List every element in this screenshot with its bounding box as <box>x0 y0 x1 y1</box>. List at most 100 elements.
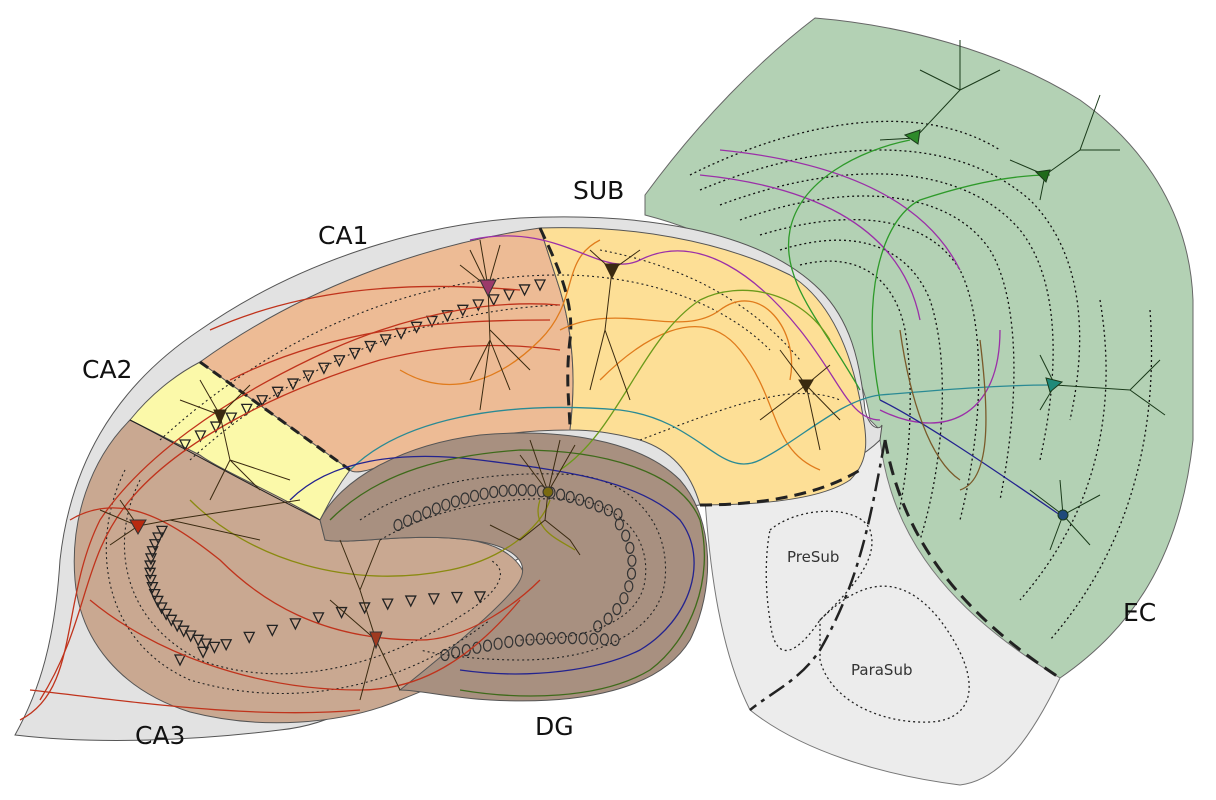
granule-cell-mark <box>479 487 489 500</box>
pyramidal-cell-mark <box>379 334 392 347</box>
pyramidal-cell-mark <box>240 403 253 416</box>
dg-region <box>319 432 709 702</box>
ec-stellate-cell-2-icon <box>1009 94 1120 201</box>
strata-lines <box>105 249 841 695</box>
pyramidal-cell-mark <box>173 654 187 667</box>
ec-deep-cell-icon <box>1029 479 1101 551</box>
granule-cell-mark <box>504 635 514 649</box>
granule-cell-mark <box>482 639 493 652</box>
pyramidal-cell-mark <box>220 639 233 652</box>
granule-cell-mark <box>625 541 635 555</box>
pyramidal-cell-mark <box>148 539 162 552</box>
granule-cell-mark <box>450 495 460 508</box>
ca1-pyramidal-neuron-icon <box>459 239 531 411</box>
pyramidal-cell-mark <box>333 355 346 368</box>
pyramidal-cell-mark <box>256 395 269 408</box>
pyramidal-cell-mark <box>348 347 361 360</box>
granule-cell-mark <box>603 504 614 517</box>
pyramidal-cell-mark <box>146 581 159 595</box>
pyramidal-cell-mark <box>381 598 394 611</box>
pyramidal-cell-mark <box>302 370 315 383</box>
pyramidal-cell-mark <box>152 532 165 545</box>
pyramidal-cell-mark <box>404 595 417 608</box>
ec-stellate-cell-icon <box>879 40 1001 145</box>
dg-granule-cell-icon <box>489 439 581 556</box>
granule-cell-mark <box>441 498 451 511</box>
label-ec: EC <box>1123 598 1156 627</box>
pyramidal-cell-mark <box>225 412 238 425</box>
pyramidal-cell-mark <box>155 602 168 615</box>
pyramidal-cell-mark <box>289 618 302 631</box>
granule-cell-mark <box>599 633 610 646</box>
pyramidal-cell-mark <box>144 574 157 587</box>
pyramidal-cell-mark <box>518 284 531 297</box>
granule-cell-mark <box>603 612 613 625</box>
granule-cell-mark <box>610 633 620 647</box>
granule-cell-mark <box>527 484 537 497</box>
pyramidal-cell-mark <box>160 608 173 621</box>
pyramidal-cell-mark <box>427 593 440 606</box>
pyramidal-cell-mark <box>208 641 221 654</box>
granule-cell-mark <box>460 492 470 505</box>
ec-boundary <box>883 439 1061 680</box>
granule-cell-mark <box>612 602 622 616</box>
granule-cell-mark <box>567 631 578 645</box>
granule-cell-mark <box>517 483 527 497</box>
ca3-pyramidal-neuron-icon <box>99 499 301 546</box>
pyramidal-cell-mark <box>425 315 439 328</box>
granule-cell-mark <box>535 632 546 645</box>
pyramidal-cell-mark <box>473 591 487 604</box>
pyramidal-cell-layer <box>144 279 547 667</box>
sub-lower-boundary <box>699 468 861 507</box>
pyramidal-cell-mark <box>286 378 300 391</box>
pyramidal-cell-mark <box>533 279 547 292</box>
sub-deep-neuron-icon <box>759 349 841 451</box>
pyramidal-cell-mark <box>146 546 159 559</box>
sub-pyramidal-neuron-icon <box>589 249 641 401</box>
pyramidal-cell-mark <box>200 638 213 651</box>
ec-pyramidal-cell-icon <box>1039 354 1166 416</box>
label-ca2: CA2 <box>82 355 132 384</box>
granule-cell-mark <box>514 634 525 647</box>
granule-cell-mark <box>498 484 508 497</box>
granule-cell-mark <box>593 620 603 633</box>
pyramidal-cell-mark <box>243 631 256 644</box>
ca3-pyramidal-neuron-2-icon <box>329 539 401 701</box>
ca2-pyramidal-neuron-icon <box>179 379 291 501</box>
granule-cell-mark <box>557 631 567 645</box>
presub-parasub-boundary <box>749 439 887 711</box>
granule-cell-mark <box>614 518 625 531</box>
label-ca1: CA1 <box>318 221 368 250</box>
granule-cell-mark <box>578 632 588 645</box>
pyramidal-cell-mark <box>197 646 210 659</box>
granule-cell-mark <box>626 567 637 580</box>
parasub-outline <box>819 585 970 723</box>
granule-cell-mark <box>575 493 585 506</box>
pyramidal-cell-mark <box>144 560 157 573</box>
label-parasub: ParaSub <box>851 661 912 679</box>
pyramidal-cell-mark <box>178 439 192 452</box>
fiber-tracts <box>19 139 1061 721</box>
pyramidal-cell-mark <box>209 421 222 434</box>
pyramidal-cell-mark <box>503 289 516 302</box>
granule-cell-mark <box>594 500 604 513</box>
pyramidal-cell-mark <box>441 310 454 323</box>
sub-region <box>539 227 867 506</box>
pyramidal-cell-mark <box>144 553 157 566</box>
neurons <box>99 239 841 701</box>
granule-cell-mark <box>589 632 599 645</box>
pyramidal-cell-mark <box>312 612 325 625</box>
label-dg: DG <box>535 712 574 741</box>
label-presub: PreSub <box>787 548 839 566</box>
label-sub: SUB <box>573 176 624 205</box>
granule-cell-mark <box>565 490 575 504</box>
pyramidal-cell-mark <box>472 299 485 312</box>
ec-neurons <box>879 40 1166 551</box>
pyramidal-cell-mark <box>266 624 279 637</box>
granule-cell-mark <box>431 502 441 515</box>
pyramidal-cell-mark <box>144 567 157 580</box>
granule-cell-mark <box>489 485 499 499</box>
granule-cell-mark <box>451 646 461 659</box>
granule-cell-mark <box>624 580 634 593</box>
